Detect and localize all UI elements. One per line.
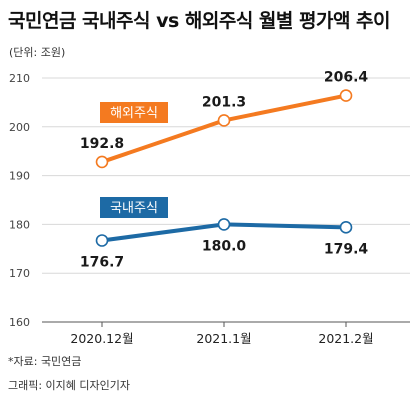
source-note: *자료: 국민연금: [8, 355, 82, 368]
legend-badge: [100, 102, 168, 123]
data-point: [339, 89, 353, 102]
legend-label: 국내주식: [110, 201, 158, 216]
legend-badge: [100, 197, 168, 218]
chart-title: 국민연금 국내주식 vs 해외주식 월별 평가액 추이: [8, 10, 391, 32]
data-label: 176.7: [80, 255, 124, 271]
data-point: [339, 221, 353, 234]
data-point: [217, 218, 231, 231]
data-label: 201.3: [202, 94, 246, 110]
data-label: 192.8: [80, 136, 124, 152]
data-point: [95, 155, 109, 169]
data-label: 180.0: [202, 238, 247, 254]
y-tick-label: 190: [9, 170, 30, 183]
x-tick-label: 2020.12월: [70, 331, 133, 346]
unit-label: (단위: 조원): [9, 46, 66, 59]
x-tick-label: 2021.1월: [196, 331, 251, 346]
y-tick-label: 180: [9, 218, 30, 231]
data-point: [95, 234, 109, 247]
y-tick-label: 200: [9, 121, 30, 134]
y-tick-label: 160: [9, 316, 30, 329]
data-label: 179.4: [324, 241, 369, 257]
y-tick-label: 210: [9, 72, 30, 85]
legend-label: 해외주식: [110, 106, 158, 121]
y-tick-label: 170: [9, 267, 30, 280]
data-label: 206.4: [324, 70, 369, 86]
data-point: [217, 114, 231, 127]
x-tick-label: 2021.2월: [318, 331, 373, 346]
graphic-credit: 그래픽: 이지혜 디자인기자: [8, 379, 131, 392]
